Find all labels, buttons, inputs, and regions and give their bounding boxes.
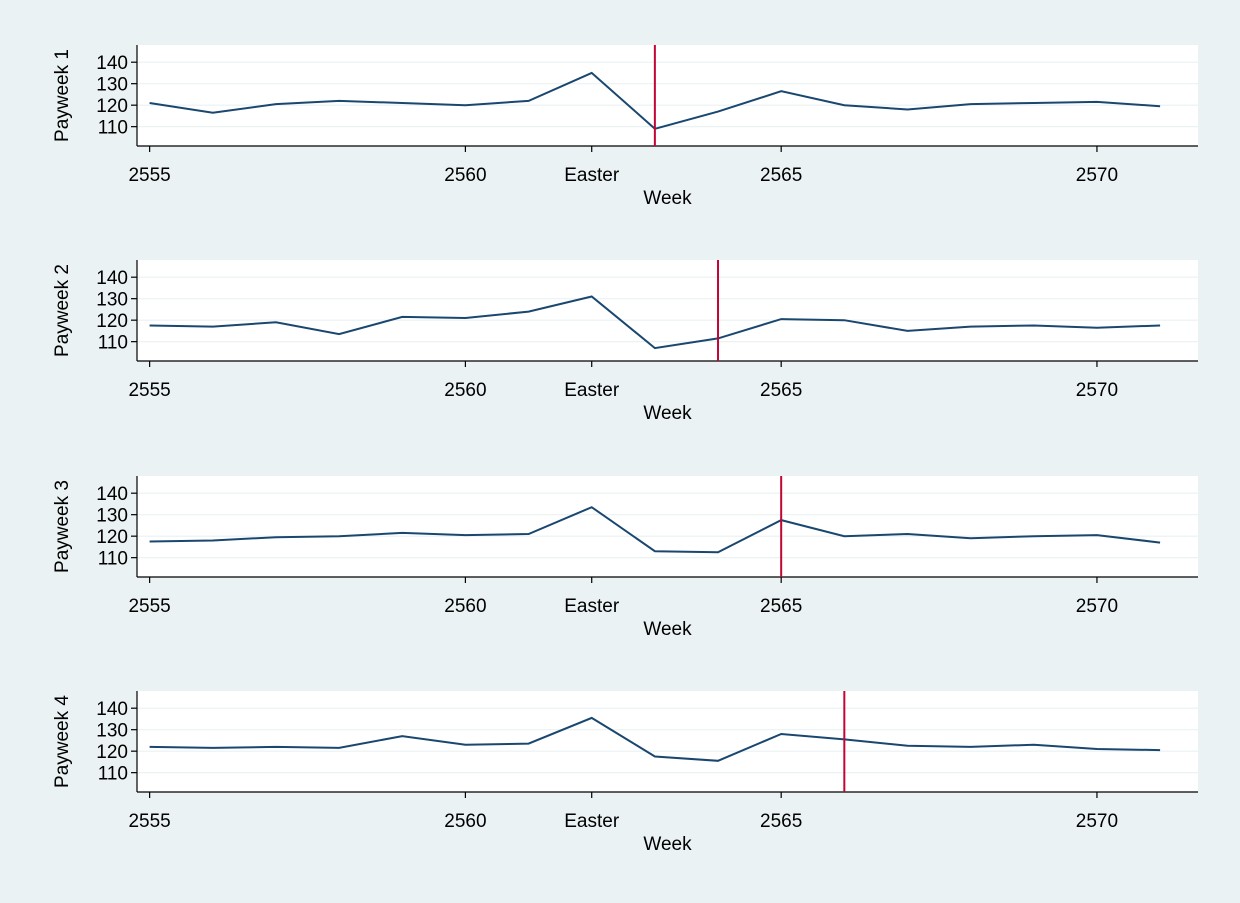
x-tick-label: 2565 <box>760 596 802 617</box>
x-tick-label: Easter <box>564 596 620 617</box>
x-tick-label: Easter <box>564 811 620 832</box>
x-tick-label: 2560 <box>444 165 486 186</box>
x-tick-label: 2570 <box>1076 380 1118 401</box>
x-axis-title: Week <box>643 188 692 209</box>
y-axis-title: Payweek 3 <box>52 480 73 573</box>
y-axis-title: Payweek 2 <box>52 264 73 357</box>
y-tick-label: 120 <box>96 311 128 332</box>
x-tick-label: 2565 <box>760 165 802 186</box>
y-tick-label: 120 <box>96 742 128 763</box>
x-tick-label: 2570 <box>1076 811 1118 832</box>
y-tick-label: 110 <box>98 549 128 570</box>
y-axis-title: Payweek 1 <box>52 49 73 142</box>
x-tick-label: Easter <box>564 380 620 401</box>
x-tick-label: Easter <box>564 165 620 186</box>
x-tick-label: 2565 <box>760 380 802 401</box>
y-tick-label: 110 <box>98 118 128 139</box>
x-tick-label: 2555 <box>128 165 170 186</box>
x-tick-label: 2560 <box>444 811 486 832</box>
series-line <box>149 506 1161 554</box>
x-tick-label: 2555 <box>128 596 170 617</box>
y-tick-label: 140 <box>96 699 128 720</box>
x-tick-label: 2570 <box>1076 596 1118 617</box>
y-tick-label: 120 <box>96 527 128 548</box>
y-tick-label: 140 <box>96 484 128 505</box>
y-axis-title: Payweek 4 <box>52 695 73 788</box>
plot-area <box>137 691 1198 792</box>
plot-area <box>137 45 1198 146</box>
series-line <box>149 716 1161 762</box>
x-axis-title: Week <box>643 403 692 424</box>
x-tick-label: 2565 <box>760 811 802 832</box>
y-tick-label: 110 <box>98 764 128 785</box>
x-axis-title: Week <box>643 619 692 640</box>
y-tick-label: 120 <box>96 96 128 117</box>
x-tick-label: 2560 <box>444 596 486 617</box>
y-tick-label: 130 <box>96 290 128 311</box>
plot-area <box>137 476 1198 577</box>
y-tick-label: 130 <box>96 721 128 742</box>
x-axis-title: Week <box>643 834 692 855</box>
y-tick-label: 130 <box>96 75 128 96</box>
y-tick-label: 130 <box>96 506 128 527</box>
x-tick-label: 2555 <box>128 811 170 832</box>
y-tick-label: 110 <box>98 333 128 354</box>
series-line <box>149 295 1161 350</box>
y-tick-label: 140 <box>96 268 128 289</box>
y-tick-label: 140 <box>96 53 128 74</box>
x-tick-label: 2570 <box>1076 165 1118 186</box>
x-tick-label: 2560 <box>444 380 486 401</box>
x-tick-label: 2555 <box>128 380 170 401</box>
